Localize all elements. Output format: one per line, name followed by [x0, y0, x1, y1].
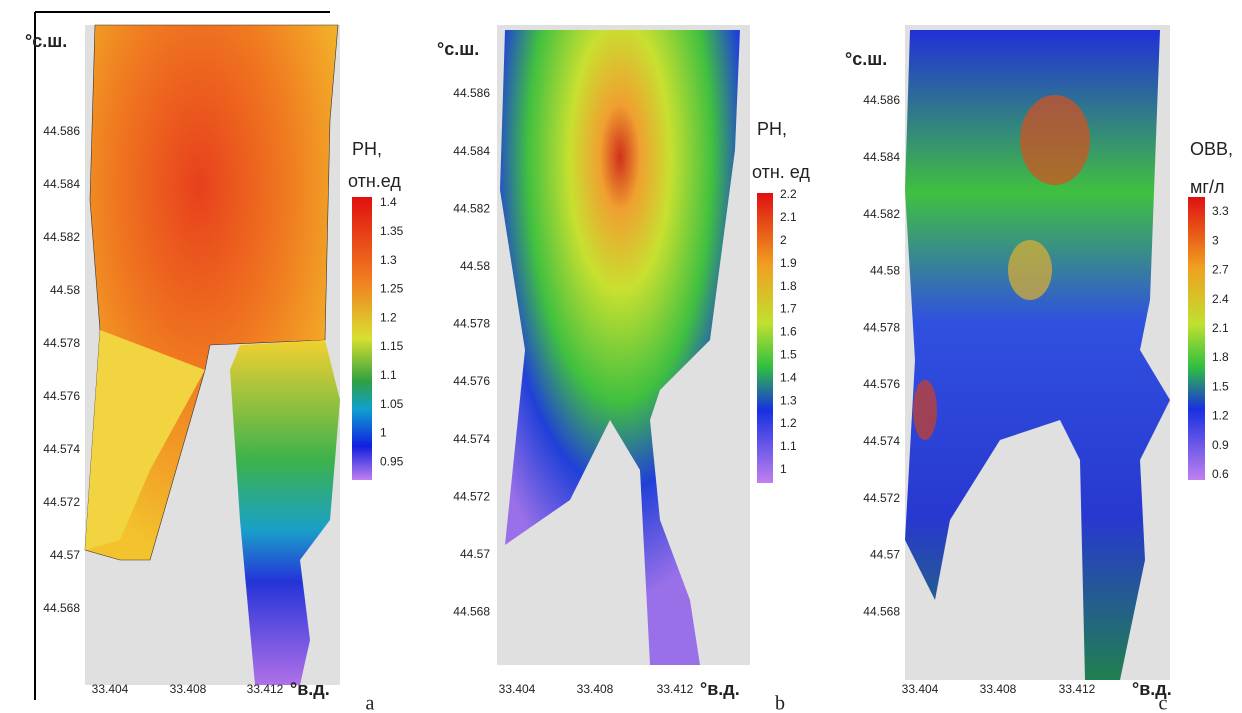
map-field [85, 330, 205, 550]
colorbar-tick-label: 1.25 [380, 282, 404, 296]
colorbar-tick-label: 1 [780, 462, 787, 476]
colorbar-title: РН, [757, 119, 787, 139]
x-tick-label: 33.412 [657, 682, 694, 696]
colorbar-tick-label: 1.9 [780, 256, 797, 270]
x-tick-label: 33.404 [499, 682, 536, 696]
y-tick-label: 44.568 [863, 604, 900, 618]
y-tick-label: 44.576 [43, 389, 80, 403]
y-tick-label: 44.57 [50, 548, 80, 562]
colorbar-tick-label: 1 [380, 426, 387, 440]
map-field [905, 30, 1170, 680]
y-tick-label: 44.576 [863, 377, 900, 391]
y-tick-label: 44.568 [43, 601, 80, 615]
colorbar-tick-label: 1.15 [380, 339, 404, 353]
colorbar-tick-label: 0.95 [380, 454, 404, 468]
x-tick-label: 33.408 [980, 682, 1017, 696]
colorbar-tick-label: 2.4 [1212, 292, 1229, 306]
colorbar-tick-label: 0.9 [1212, 438, 1229, 452]
panel-label: b [775, 693, 785, 713]
y-tick-label: 44.584 [863, 150, 900, 164]
map-field [500, 30, 740, 665]
colorbar-tick-label: 1.7 [780, 302, 797, 316]
y-tick-label: 44.584 [43, 177, 80, 191]
x-axis-label: °в.д. [290, 679, 330, 699]
y-tick-label: 44.578 [863, 320, 900, 334]
colorbar-tick-label: 1.2 [780, 416, 797, 430]
colorbar-tick-label: 1.2 [1212, 409, 1229, 423]
colorbar-tick-label: 0.6 [1212, 467, 1229, 481]
colorbar-tick-label: 1.4 [780, 370, 797, 384]
colorbar-tick-label: 1.3 [380, 253, 397, 267]
map-hotspot [913, 380, 937, 440]
colorbar-title: РН, [352, 139, 382, 159]
x-axis-label: °в.д. [700, 679, 740, 699]
y-tick-label: 44.572 [453, 489, 490, 503]
y-tick-label: 44.586 [453, 86, 490, 100]
y-tick-label: 44.57 [460, 547, 490, 561]
colorbar-title: ОВВ, [1190, 139, 1233, 159]
colorbar-tick-label: 1.5 [1212, 379, 1229, 393]
map-field [230, 340, 340, 685]
y-tick-label: 44.578 [453, 317, 490, 331]
panel-label: c [1159, 693, 1168, 713]
y-axis-label: °с.ш. [845, 49, 887, 69]
colorbar-tick-label: 1.3 [780, 393, 797, 407]
colorbar [352, 197, 372, 480]
y-tick-label: 44.58 [50, 283, 80, 297]
y-tick-label: 44.58 [460, 259, 490, 273]
map-hotspot [1020, 95, 1090, 185]
x-tick-label: 33.412 [1059, 682, 1096, 696]
y-tick-label: 44.568 [453, 605, 490, 619]
x-tick-label: 33.408 [577, 682, 614, 696]
y-tick-label: 44.578 [43, 336, 80, 350]
colorbar-title: отн.ед [348, 171, 401, 191]
colorbar-tick-label: 2.7 [1212, 263, 1229, 277]
colorbar-tick-label: 1.6 [780, 325, 797, 339]
y-tick-label: 44.586 [43, 124, 80, 138]
y-tick-label: 44.574 [863, 434, 900, 448]
colorbar [757, 193, 773, 483]
x-tick-label: 33.404 [902, 682, 939, 696]
colorbar-tick-label: 2.1 [780, 210, 797, 224]
y-tick-label: 44.572 [43, 495, 80, 509]
colorbar-tick-label: 3.3 [1212, 204, 1229, 218]
colorbar-tick-label: 1.8 [1212, 350, 1229, 364]
y-tick-label: 44.586 [863, 93, 900, 107]
colorbar-tick-label: 1.1 [780, 439, 797, 453]
y-tick-label: 44.574 [43, 442, 80, 456]
colorbar [1188, 197, 1205, 480]
colorbar-tick-label: 2.2 [780, 187, 797, 201]
x-tick-label: 33.404 [92, 682, 129, 696]
map-hotspot [1008, 240, 1052, 300]
y-tick-label: 44.57 [870, 548, 900, 562]
y-axis-label: °с.ш. [25, 31, 67, 51]
panel-label: a [366, 693, 375, 713]
y-tick-label: 44.574 [453, 432, 490, 446]
colorbar-title: мг/л [1190, 177, 1224, 197]
colorbar-tick-label: 1.4 [380, 195, 397, 209]
colorbar-tick-label: 2 [780, 233, 787, 247]
y-tick-label: 44.582 [863, 207, 900, 221]
colorbar-tick-label: 1.1 [380, 368, 397, 382]
y-tick-label: 44.576 [453, 374, 490, 388]
x-tick-label: 33.412 [247, 682, 284, 696]
y-tick-label: 44.572 [863, 491, 900, 505]
y-tick-label: 44.582 [453, 201, 490, 215]
y-axis-label: °с.ш. [437, 39, 479, 59]
colorbar-tick-label: 1.8 [780, 279, 797, 293]
colorbar-tick-label: 1.35 [380, 224, 404, 238]
y-tick-label: 44.582 [43, 230, 80, 244]
colorbar-tick-label: 2.1 [1212, 321, 1229, 335]
colorbar-tick-label: 3 [1212, 233, 1219, 247]
colorbar-tick-label: 1.5 [780, 347, 797, 361]
colorbar-tick-label: 1.05 [380, 397, 404, 411]
y-tick-label: 44.584 [453, 144, 490, 158]
colorbar-tick-label: 1.2 [380, 310, 397, 324]
colorbar-title: отн. ед [752, 162, 810, 182]
x-tick-label: 33.408 [170, 682, 207, 696]
y-tick-label: 44.58 [870, 264, 900, 278]
x-axis-label: °в.д. [1132, 679, 1172, 699]
